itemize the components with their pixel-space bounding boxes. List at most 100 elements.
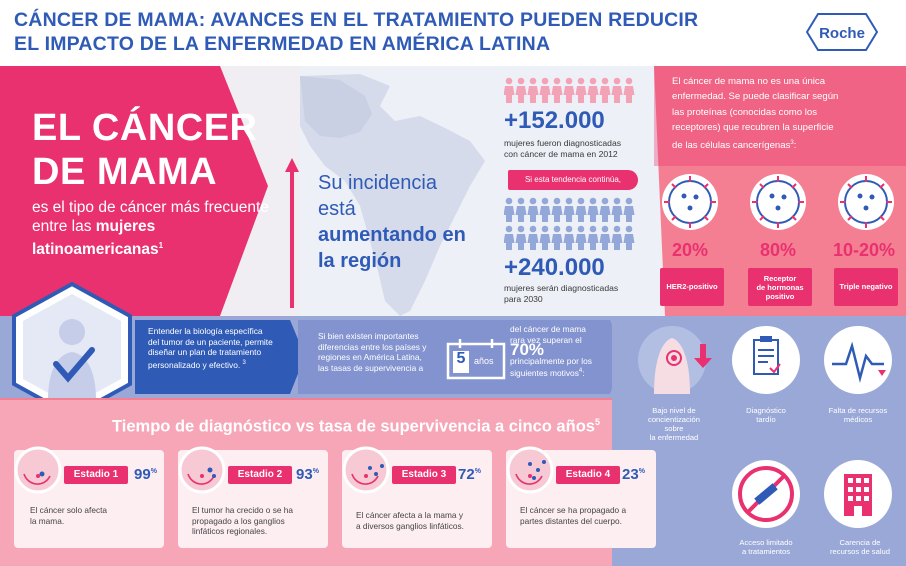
stage-3-pct-unit: % [474, 468, 481, 475]
stage-4-pct-value: 23 [622, 466, 639, 483]
body-awareness-icon [638, 326, 712, 394]
reason-access-label: Acceso limitado a tratamientos [728, 538, 804, 556]
reason-4-l1: Carencia de [839, 538, 881, 547]
classification-text: El cáncer de mama no es una única enferm… [672, 74, 894, 153]
heartbeat-icon [824, 326, 892, 394]
stage-3-desc-l2: a diversos ganglios linfáticos. [356, 520, 464, 531]
limited-access-icon [732, 460, 800, 528]
stage-2-pct-unit: % [312, 468, 319, 475]
reason-3-l1: Acceso limitado [739, 538, 793, 547]
reason-4-l2: recursos de salud [830, 547, 890, 556]
reason-0-l3: la enfermedad [649, 433, 699, 442]
classification-l3: las proteínas (conocidas como los [672, 106, 818, 118]
stage-4-desc: El cáncer se ha propagado a partes dista… [520, 505, 655, 526]
biology-l4-text: personalizado y efectivo. [148, 359, 241, 370]
reason-resources-label: Falta de recursos médicos [820, 406, 896, 424]
rising-arrow-icon [285, 158, 299, 308]
label-her2: HER2-positivo [666, 282, 718, 291]
incidence-bold: aumentando en la región [318, 224, 466, 272]
stage-4-pct: 23% [622, 466, 645, 483]
stage-1-desc-l1: El cáncer solo afecta [30, 505, 108, 515]
stat-2012-text-l2: con cáncer de mama en 2012 [504, 148, 618, 159]
reason-0-l1: Bajo nivel de [652, 406, 696, 415]
stage-3-label: Estadio 3 [392, 466, 456, 484]
calendar-icon [446, 339, 506, 380]
hospital-building-icon [824, 460, 892, 528]
cell-icon [662, 174, 718, 230]
hero-heading-line2: DE MAMA [32, 151, 218, 193]
reason-health-label: Carencia de recursos de salud [820, 538, 900, 556]
stage-2-desc-l2: propagado a los ganglios [192, 515, 285, 526]
years-label: años [474, 356, 494, 366]
stat-2012-number: +152.000 [504, 107, 605, 134]
stage-2-desc-l3: linfáticos regionales. [192, 526, 268, 536]
stage-3-desc: El cáncer afecta a la mama y a diversos … [356, 510, 491, 531]
classification-l5-end: : [793, 139, 797, 151]
stage-1-pct-value: 99 [134, 466, 151, 483]
stages-title-sup: 5 [594, 417, 600, 427]
reason-late-label: Diagnóstico tardío [730, 406, 802, 424]
stage-1-desc: El cáncer solo afecta la mama. [30, 505, 160, 526]
label-hormone-l3: positivo [765, 292, 795, 301]
biology-l2: del tumor de un paciente, permite [148, 336, 273, 347]
page-title-line1: CÁNCER DE MAMA: AVANCES EN EL TRATAMIENT… [14, 9, 699, 31]
differences-text: Si bien existen importantes diferencias … [318, 331, 448, 373]
hero-subtitle-bold: mujeres latinoamericanas [32, 218, 159, 259]
surv-pct: 70% [510, 340, 545, 360]
late-diagnosis-icon [732, 326, 800, 394]
stage-breast-icons [14, 446, 554, 494]
hero-subtitle: es el tipo de cáncer más frecuente entre… [32, 198, 272, 259]
hero-heading: EL CÁNCER DE MAMA [32, 106, 292, 194]
roche-logo-text: Roche [819, 25, 865, 42]
surv-l3: principalmente por los [510, 355, 592, 366]
classification-l5-text: de las células cancerígenas [672, 139, 791, 151]
surv-l4-text: siguientes motivos [510, 368, 579, 379]
hero-subtitle-sup: 1 [158, 241, 164, 250]
stage-3-pct-value: 72 [458, 466, 475, 483]
stat-2030-number: +240.000 [504, 254, 605, 281]
reason-1-l1: Diagnóstico [746, 406, 786, 415]
biology-sup: 3 [242, 359, 246, 366]
checkmark-icon [53, 347, 95, 383]
reasons-icons-top [638, 326, 892, 394]
classification-l5: de las células cancerígenas3: [672, 136, 894, 154]
surv-l4: siguientes motivos4: [510, 366, 616, 378]
surv-end: : [582, 368, 585, 379]
stage-2-pct: 93% [296, 466, 319, 483]
stage-1-desc-l2: la mama. [30, 515, 65, 526]
biology-text: Entender la biología específica del tumo… [148, 326, 300, 370]
stat-2012-text: mujeres fueron diagnosticadas con cáncer… [504, 138, 654, 159]
surv-sup: 4 [578, 368, 583, 375]
diff-l3: regiones en América Latina, [318, 352, 422, 363]
personalized-hexagon [12, 282, 132, 418]
stage-4-label: Estadio 4 [556, 466, 620, 484]
stage-1-label: Estadio 1 [64, 466, 128, 484]
diff-l1: Si bien existen importantes [318, 331, 419, 341]
hero-heading-line1: EL CÁNCER [32, 107, 258, 149]
classification-l2: enfermedad. Se puede clasificar según [672, 91, 839, 103]
label-box-hormone: Receptor de hormonas positivo [748, 268, 812, 306]
diff-l4: las tasas de supervivencia a [318, 362, 424, 373]
biology-l4: personalizado y efectivo. 3 [148, 358, 300, 370]
surv-l1: del cáncer de mama [510, 324, 586, 334]
stage-4-desc-l1: El cáncer se ha propagado a [520, 505, 627, 515]
reasons-icons-bottom [732, 460, 892, 528]
pct-hormone: 80% [759, 240, 797, 260]
stage-2-pct-value: 93 [296, 466, 313, 483]
hero-subtitle-text: es el tipo de cáncer más frecuente entre… [32, 199, 269, 235]
trend-banner: Si esta tendencia continúa, [508, 170, 638, 190]
classification-l1: El cáncer de mama no es una única [672, 76, 826, 87]
reason-3-l2: a tratamientos [741, 547, 791, 556]
reason-1-l2: tardío [756, 415, 776, 424]
reason-0-l2: concientización sobre [648, 415, 700, 433]
page-title: CÁNCER DE MAMA: AVANCES EN EL TRATAMIENT… [14, 8, 774, 56]
stage-1-pct-unit: % [150, 468, 157, 475]
stages-title: Tiempo de diagnóstico vs tasa de supervi… [112, 417, 632, 437]
stage-3-desc-l1: El cáncer afecta a la mama y [356, 510, 463, 520]
biology-l1: Entender la biología específica [148, 326, 263, 336]
label-triple: Triple negativo [839, 282, 893, 291]
classification-sup: 3 [790, 139, 794, 146]
page-title-line2: EL IMPACTO DE LA ENFERMEDAD EN AMÉRICA L… [14, 33, 551, 55]
stage-4-desc-l2: partes distantes del cuerpo. [520, 515, 622, 526]
stage-2-label: Estadio 2 [228, 466, 292, 484]
